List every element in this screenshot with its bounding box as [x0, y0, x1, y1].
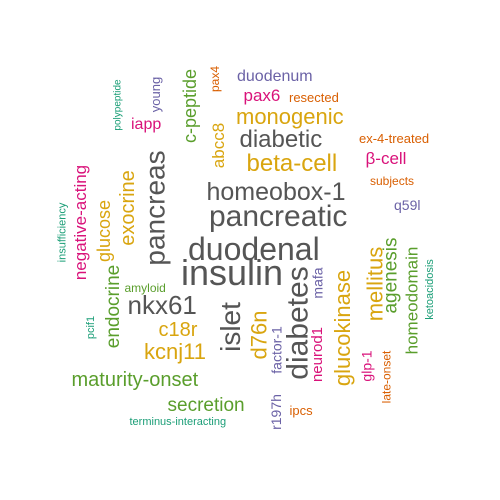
word-glucose: glucose — [94, 199, 115, 263]
word-duodenum: duodenum — [237, 68, 313, 85]
word-homeobox-1: homeobox-1 — [206, 177, 346, 206]
word-insufficiency: insufficiency — [56, 202, 69, 262]
word-monogenic: monogenic — [236, 104, 344, 129]
word-iapp: iapp — [131, 116, 162, 133]
word-ipcs: ipcs — [289, 402, 313, 418]
word-ketoacidosis: ketoacidosis — [423, 258, 436, 320]
word-terminus-interacting: terminus-interacting — [129, 415, 227, 428]
word-abcc8: abcc8 — [208, 122, 228, 168]
word-beta-cell: beta-cell — [246, 150, 338, 177]
word-duodenal: duodenal — [188, 231, 320, 267]
word-mafa: mafa — [309, 267, 326, 299]
word-secretion: secretion — [167, 394, 245, 416]
word-glucokinase: glucokinase — [330, 269, 356, 387]
word-maturity-onset: maturity-onset — [71, 369, 199, 391]
word-pcif1: pcif1 — [84, 315, 97, 339]
word-amyloid: amyloid — [124, 281, 166, 295]
word-late-onset: late-onset — [378, 350, 393, 404]
word-neurod1: neurod1 — [308, 326, 326, 382]
word-ex-4-treated: ex-4-treated — [359, 130, 430, 146]
word-d76n: d76n — [245, 310, 271, 360]
word-endocrine: endocrine — [102, 264, 124, 348]
word-exocrine: exocrine — [116, 170, 139, 246]
word-c18r: c18r — [158, 319, 198, 341]
word-pax6: pax6 — [243, 85, 281, 105]
word-negative-acting: negative-acting — [70, 164, 90, 280]
word-c-peptide: c-peptide — [180, 68, 201, 144]
word-diabetic: diabetic — [239, 126, 323, 153]
word-islet: islet — [214, 302, 246, 352]
word-glp-1: glp-1 — [358, 350, 375, 382]
word-q59l: q59l — [394, 197, 421, 213]
word-homeodomain: homeodomain — [402, 246, 422, 354]
word-kcnj11: kcnj11 — [144, 339, 206, 364]
word-insulin: insulin — [181, 252, 284, 293]
word-agenesis: agenesis — [380, 236, 402, 314]
word-r197h: r197h — [267, 394, 284, 430]
word-young: young — [147, 76, 163, 112]
word-nkx61: nkx61 — [127, 290, 197, 320]
word-pancreatic: pancreatic — [209, 200, 348, 233]
word-factor-1: factor-1 — [268, 326, 285, 374]
word-polypeptide: polypeptide — [112, 79, 124, 131]
word-beta-cell-symbol: β-cell — [365, 148, 407, 168]
word-resected: resected — [289, 89, 339, 105]
word-pancreas: pancreas — [139, 150, 171, 266]
word-subjects: subjects — [370, 174, 415, 188]
word-pax4: pax4 — [208, 65, 223, 93]
